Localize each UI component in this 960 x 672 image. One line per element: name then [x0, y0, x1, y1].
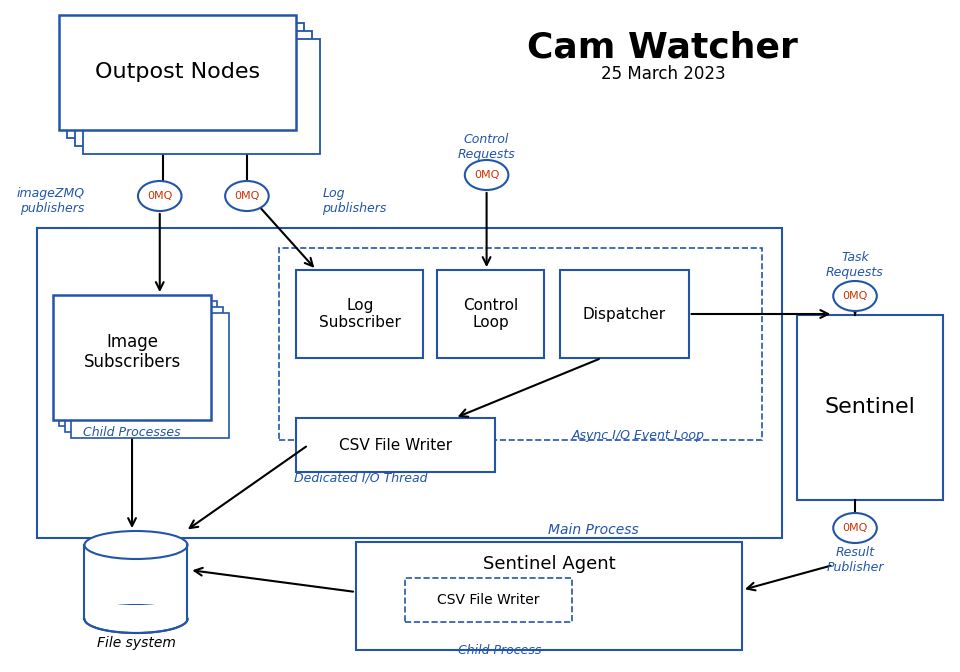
- Text: CSV File Writer: CSV File Writer: [438, 593, 540, 607]
- Text: Dispatcher: Dispatcher: [583, 306, 666, 321]
- Ellipse shape: [465, 160, 509, 190]
- Bar: [356, 542, 742, 650]
- Text: 0MQ: 0MQ: [147, 191, 173, 201]
- Bar: [71, 313, 229, 438]
- Text: Control
Requests: Control Requests: [458, 133, 516, 161]
- Text: Log
publishers: Log publishers: [323, 187, 387, 215]
- Text: Control
Loop: Control Loop: [463, 298, 518, 330]
- Text: Sentinel Agent: Sentinel Agent: [483, 555, 615, 573]
- Text: Outpost Nodes: Outpost Nodes: [95, 62, 260, 82]
- Bar: [59, 301, 217, 426]
- Bar: [66, 23, 304, 138]
- Text: Async I/O Event Loop: Async I/O Event Loop: [572, 429, 705, 442]
- Text: Sentinel: Sentinel: [825, 397, 915, 417]
- Text: imageZMQ
publishers: imageZMQ publishers: [16, 187, 84, 215]
- Bar: [36, 228, 781, 538]
- Ellipse shape: [84, 605, 187, 633]
- Text: 0MQ: 0MQ: [234, 191, 259, 201]
- Text: Task
Requests: Task Requests: [827, 251, 884, 279]
- Bar: [59, 15, 297, 130]
- Text: 0MQ: 0MQ: [842, 291, 868, 301]
- Text: Child Processes: Child Processes: [84, 425, 180, 439]
- Bar: [297, 270, 423, 358]
- Text: Cam Watcher: Cam Watcher: [527, 31, 799, 65]
- Ellipse shape: [226, 181, 269, 211]
- Bar: [84, 605, 188, 619]
- Text: Log
Subscriber: Log Subscriber: [319, 298, 400, 330]
- Text: Main Process: Main Process: [548, 523, 639, 537]
- Bar: [560, 270, 688, 358]
- Text: 25 March 2023: 25 March 2023: [601, 65, 725, 83]
- Text: Image
Subscribers: Image Subscribers: [84, 333, 180, 372]
- Bar: [405, 578, 572, 622]
- Bar: [84, 573, 187, 633]
- Ellipse shape: [84, 531, 187, 559]
- Bar: [278, 248, 762, 440]
- Text: Result
Publisher: Result Publisher: [827, 546, 884, 574]
- Bar: [64, 307, 223, 432]
- Ellipse shape: [833, 281, 876, 311]
- Bar: [437, 270, 544, 358]
- Text: Dedicated I/O Thread: Dedicated I/O Thread: [294, 472, 427, 485]
- Text: 0MQ: 0MQ: [842, 523, 868, 533]
- Ellipse shape: [833, 513, 876, 543]
- Text: 0MQ: 0MQ: [474, 170, 499, 180]
- Text: File system: File system: [97, 636, 176, 650]
- Bar: [83, 39, 321, 154]
- Bar: [53, 295, 211, 420]
- Bar: [297, 418, 494, 472]
- Bar: [797, 315, 943, 500]
- Text: Child Process: Child Process: [458, 644, 541, 657]
- Bar: [75, 31, 312, 146]
- Ellipse shape: [138, 181, 181, 211]
- Text: CSV File Writer: CSV File Writer: [339, 437, 452, 452]
